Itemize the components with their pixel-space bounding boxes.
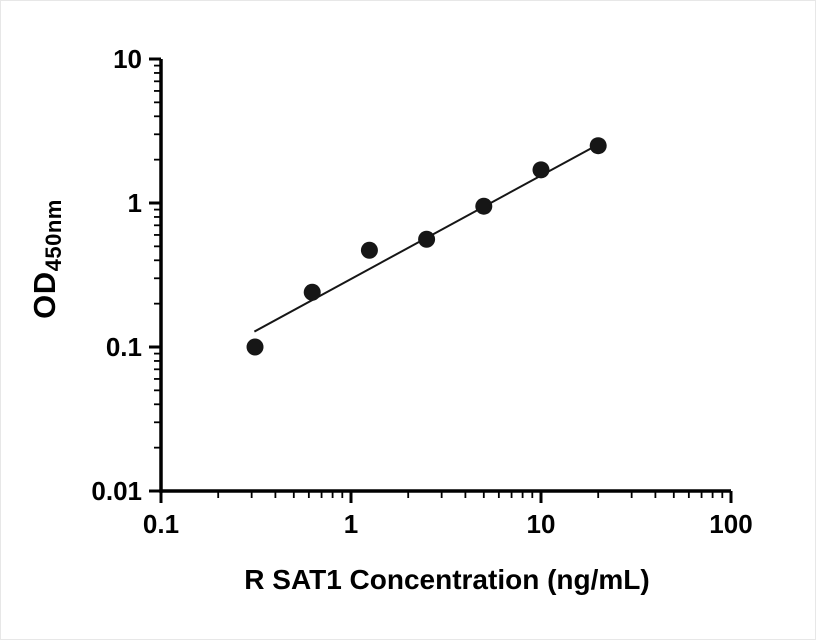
data-point xyxy=(360,241,378,259)
y-axis-label: OD450nm xyxy=(27,199,67,319)
y-axis-label-main: OD xyxy=(27,271,62,319)
data-point xyxy=(589,137,607,155)
x-tick-label: 0.1 xyxy=(143,509,179,539)
y-axis-label-subscript: 450nm xyxy=(41,199,66,272)
y-tick-label: 0.01 xyxy=(91,476,142,506)
x-tick-label: 1 xyxy=(344,509,358,539)
data-point xyxy=(475,197,493,215)
x-tick-label: 100 xyxy=(709,509,752,539)
data-point xyxy=(303,283,321,301)
y-tick-label: 0.1 xyxy=(106,332,142,362)
x-axis-label: R SAT1 Concentration (ng/mL) xyxy=(244,564,650,595)
data-point xyxy=(418,230,436,248)
data-point xyxy=(532,161,550,179)
x-tick-label: 10 xyxy=(527,509,556,539)
data-point xyxy=(246,338,264,356)
y-tick-label: 10 xyxy=(113,44,142,74)
y-tick-label: 1 xyxy=(128,188,142,218)
